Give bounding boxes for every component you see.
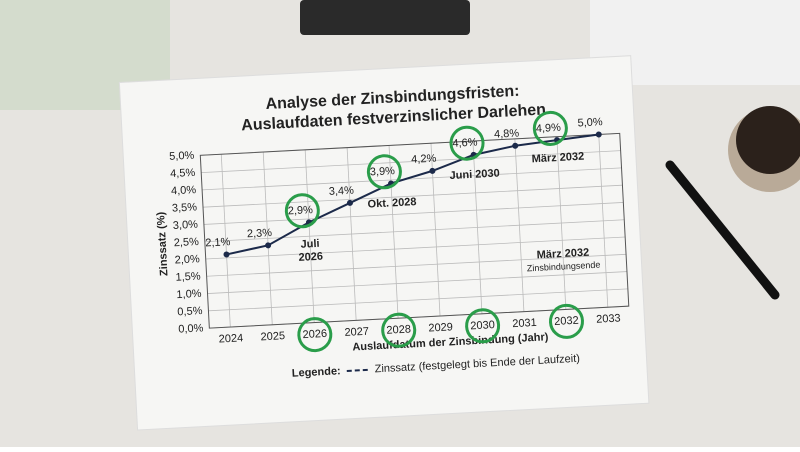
y-tick-label: 1,0% [176,288,202,301]
legend-swatch [346,368,369,372]
grid-line [598,134,609,308]
value-label: 4,6% [452,137,478,150]
y-tick-label: 3,5% [172,201,198,214]
plot-frame [199,132,630,329]
grid-line [472,141,483,314]
value-label: 4,9% [536,122,562,135]
value-label: 4,2% [411,153,437,166]
grid-line [556,136,567,310]
x-tick-label: 2030 [470,319,495,332]
value-label: 5,0% [577,116,603,129]
y-tick-label: 4,5% [170,167,196,180]
paper: Analyse der Zinsbindungsfristen: Auslauf… [118,55,650,431]
data-point [223,251,230,258]
notebook [300,0,470,35]
grid-line [514,138,525,312]
x-tick-label: 2027 [344,326,369,339]
x-tick-label: 2031 [512,317,537,330]
annotation: März 2032 [536,247,589,262]
grid-line [202,184,623,208]
x-tick-label: 2025 [260,330,285,343]
y-tick-label: 5,0% [169,150,195,163]
grid-line [201,150,621,174]
highlight-circle [381,312,417,348]
value-label: 2,9% [287,204,313,217]
grid-line [202,167,622,191]
y-tick-label: 2,5% [173,236,199,249]
value-label: 2,1% [205,236,231,249]
value-label: 3,9% [370,165,396,178]
annotation: Juni 2030 [449,167,500,182]
value-label: 4,8% [494,127,520,140]
grid-line [208,288,628,312]
x-tick-label: 2026 [302,328,327,341]
grid-line [203,202,624,225]
x-tick-label: 2032 [554,315,579,328]
x-tick-label: 2029 [428,321,453,334]
legend-title: Legende: [292,365,341,380]
highlight-circle [449,125,485,161]
grid-line [207,271,627,294]
data-point [595,131,602,138]
x-tick-label: 2028 [386,323,411,336]
annotation: Juli [300,238,320,251]
series-line [226,133,599,256]
x-tick-label: 2024 [218,332,243,345]
y-tick-label: 0,0% [178,322,204,335]
annotation: Zinsbindungsende [527,260,601,274]
highlight-circle [532,110,568,146]
pen [665,160,780,300]
grid-line [304,149,315,323]
annotation: Okt. 2028 [367,196,416,211]
grid-line [388,145,399,319]
value-label: 2,3% [247,227,273,240]
data-point [346,199,353,206]
value-label: 3,4% [329,185,355,198]
x-tick-label: 2033 [596,312,621,325]
highlight-circle [366,154,402,190]
sheet [118,55,650,431]
coffee [736,106,800,174]
annotation: März 2032 [531,151,584,166]
y-tick-label: 2,0% [174,253,200,266]
grid-line [204,219,625,243]
annotation: 2026 [298,251,323,264]
grid-line [220,154,231,328]
y-tick-label: 1,5% [175,270,201,283]
y-tick-label: 0,5% [177,305,203,318]
highlight-circle [284,193,320,229]
data-point [265,242,272,249]
y-tick-label: 4,0% [171,184,197,197]
grid-line [346,147,357,321]
y-tick-label: 3,0% [173,219,199,232]
highlight-circle [548,303,584,339]
highlight-circle [297,317,333,353]
grid-line [206,253,627,277]
data-point [429,167,436,174]
grid-line [262,152,273,325]
data-point [512,142,519,149]
grid-line [205,236,626,260]
y-axis-label: Zinssatz (%) [155,211,170,276]
highlight-circle [465,308,501,344]
